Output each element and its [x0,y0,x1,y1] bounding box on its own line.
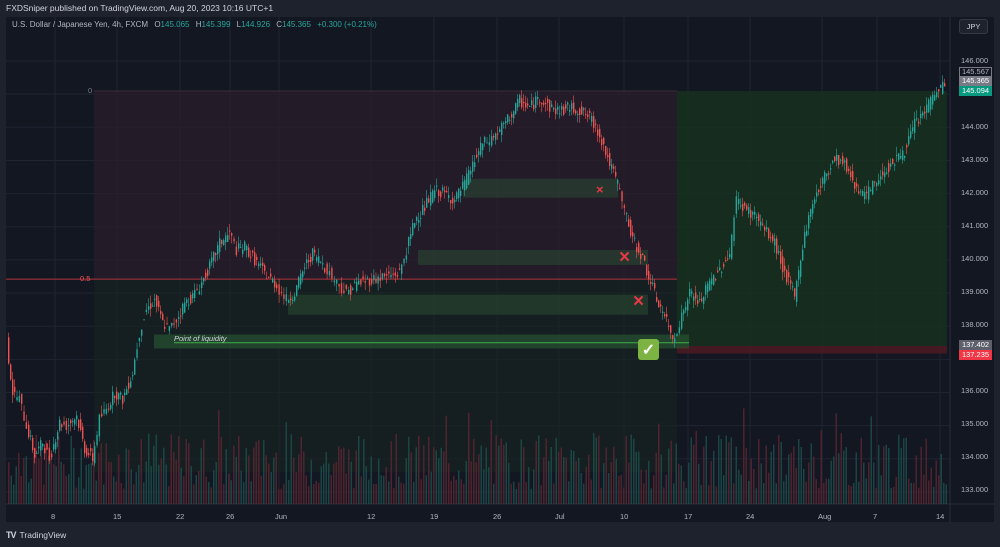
price-chart-canvas[interactable] [6,17,994,522]
time-tick: Jun [275,512,288,521]
time-tick: 22 [176,512,185,521]
time-tick: 10 [620,512,629,521]
low-label: L [236,20,242,29]
chart-pane[interactable]: U.S. Dollar / Japanese Yen, 4h, FXCM O14… [6,17,994,522]
last-price-tag: 145.365 [959,76,992,86]
open-value: 145.065 [160,20,190,29]
tradingview-logo-icon: TV [6,530,16,540]
close-label: C [276,20,283,29]
price-tick: 142.000 [961,188,989,197]
time-tick: 14 [936,512,945,521]
brand-name: TradingView [19,530,67,540]
time-tick: 8 [51,512,56,521]
time-tick: 26 [226,512,235,521]
price-tick: 140.000 [961,254,989,263]
time-tick: 19 [430,512,439,521]
high-value: 145.399 [201,20,231,29]
target-price-tag: 145.094 [959,86,992,96]
price-tick: 143.000 [961,155,989,164]
tradingview-logo[interactable]: TV TradingView [6,530,66,540]
price-tick: 134.000 [961,452,989,461]
stop-price-tag: 137.235 [959,350,992,360]
x-mark-icon: × [633,291,645,312]
footer: TV TradingView [0,522,1000,547]
fib-level-05-label: 0.5 [80,274,91,283]
price-tick: 139.000 [961,287,989,296]
time-tick: 24 [746,512,755,521]
open-label: O [154,20,161,29]
symbol-description: U.S. Dollar / Japanese Yen, 4h, FXCM [12,20,149,29]
time-tick: 12 [367,512,376,521]
fib-level-0-label: 0 [88,86,93,95]
liquidity-label: Point of liquidity [174,334,227,343]
price-tick: 135.000 [961,419,989,428]
publish-info: FXDSniper published on TradingView.com, … [0,0,1000,17]
time-tick: Aug [818,512,832,521]
checkmark-icon: ✓ [638,339,659,360]
currency-button[interactable]: JPY [959,19,988,34]
time-tick: 15 [113,512,122,521]
symbol-legend: U.S. Dollar / Japanese Yen, 4h, FXCM O14… [12,20,377,29]
price-tick: 138.000 [961,320,989,329]
entry-price-tag: 137.402 [959,340,992,350]
x-mark-icon: × [619,247,631,268]
price-tick: 141.000 [961,221,989,230]
time-tick: Jul [555,512,565,521]
price-tick: 133.000 [961,485,989,494]
price-tick: 136.000 [961,386,989,395]
time-tick: 26 [493,512,502,521]
low-value: 144.926 [241,20,271,29]
price-tick: 144.000 [961,122,989,131]
time-tick: 17 [684,512,693,521]
x-mark-icon: × [596,182,604,197]
high-label: H [195,20,202,29]
price-tick: 146.000 [961,56,989,65]
close-value: 145.365 [282,20,311,29]
time-tick: 7 [873,512,878,521]
change-value: +0.300 (+0.21%) [317,20,377,29]
